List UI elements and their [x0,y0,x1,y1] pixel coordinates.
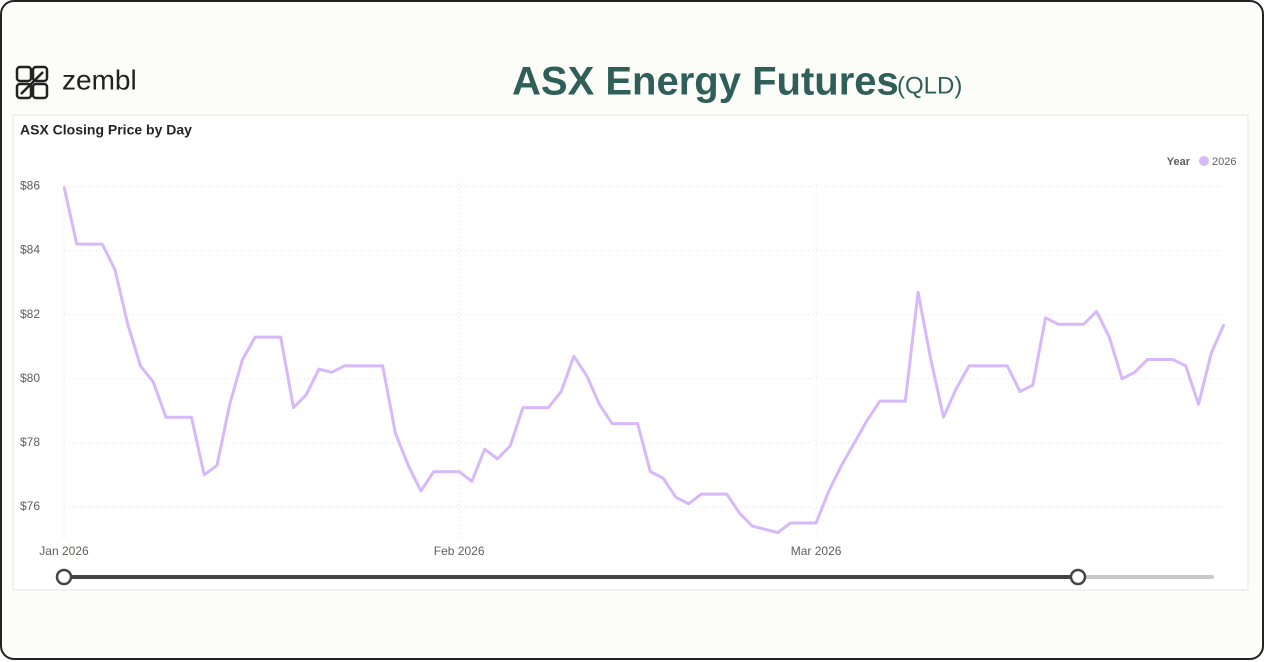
legend-label: 2026 [1212,156,1236,168]
logo-icon [15,65,49,100]
x-tick-label: Mar 2026 [791,544,842,558]
x-tick-label: Feb 2026 [434,544,485,558]
y-tick-label: $84 [20,243,40,257]
x-tick-label: Jan 2026 [39,544,89,558]
page-title: ASX Energy Futures [512,60,899,104]
y-tick-label: $80 [20,371,40,385]
chart-card [12,114,1249,591]
line-series [62,186,1226,535]
legend-marker [1199,156,1209,166]
y-tick-label: $76 [20,499,40,513]
legend-title: Year [1167,156,1191,168]
y-tick-label: $86 [20,179,40,193]
chart-title: ASX Closing Price by Day [20,122,192,138]
y-tick-label: $78 [20,435,40,449]
slider-handle[interactable] [1069,568,1087,586]
brand: zembl [62,64,137,95]
slider-handle[interactable] [55,568,73,586]
page-title-suffix: (QLD) [897,72,962,99]
y-tick-label: $82 [20,307,40,321]
